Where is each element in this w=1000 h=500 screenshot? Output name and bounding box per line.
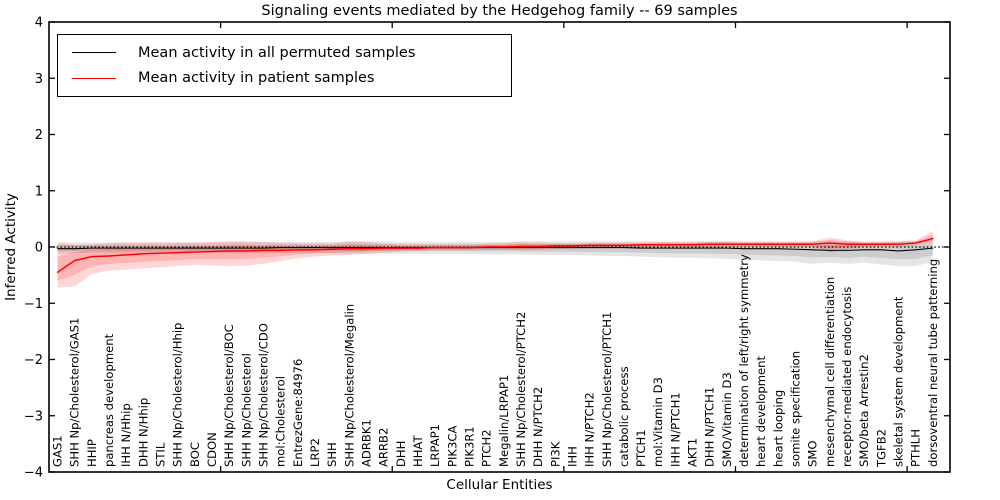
x-category-label: mol:Vitamin D3 xyxy=(651,377,665,467)
x-category-label: DHH N/PTCH1 xyxy=(703,387,717,467)
x-category-label: Megalin/LRPAP1 xyxy=(497,375,511,467)
x-category-label: AKT1 xyxy=(686,438,700,467)
x-category-label: somite specification xyxy=(789,351,803,467)
x-category-label: LRPAP1 xyxy=(428,424,442,467)
y-tick-label: −3 xyxy=(24,409,43,424)
x-category-label: SMO/Vitamin D3 xyxy=(720,372,734,467)
y-tick-label: −2 xyxy=(24,353,43,368)
x-category-label: SMO/beta Arrestin2 xyxy=(857,354,871,467)
x-category-label: SHH Np/Cholesterol/PTCH2 xyxy=(514,312,528,467)
y-tick-label: 3 xyxy=(35,72,43,87)
x-category-label: SHH Np/Cholesterol/BOC xyxy=(222,324,236,467)
permuted-line-swatch xyxy=(72,52,116,54)
y-tick-label: −4 xyxy=(24,466,43,481)
y-tick-label: 1 xyxy=(35,184,43,199)
x-category-label: SHH Np/Cholesterol/Hhip xyxy=(171,323,185,467)
chart-title: Signaling events mediated by the Hedgeho… xyxy=(261,3,738,19)
patient-band-inner xyxy=(57,234,933,281)
x-category-label: BOC xyxy=(188,442,202,467)
x-category-label: receptor-mediated endocytosis xyxy=(840,287,854,467)
x-category-label: mesenchymal cell differentiation xyxy=(823,277,837,467)
x-category-label: SHH Np/Cholesterol/GAS1 xyxy=(68,318,82,467)
legend-item-permuted: Mean activity in all permuted samples xyxy=(72,41,511,65)
x-category-label: PIK3CA xyxy=(445,426,459,467)
x-category-label: STIL xyxy=(154,442,168,467)
patient-band-outer xyxy=(57,231,933,288)
x-category-label: DHH N/PTCH2 xyxy=(531,387,545,467)
x-category-label: LRP2 xyxy=(308,438,322,467)
y-tick-label: 2 xyxy=(35,128,43,143)
x-category-label: SHH xyxy=(325,442,339,467)
x-category-label: PTCH2 xyxy=(480,429,494,467)
x-category-label: PTCH1 xyxy=(634,429,648,467)
x-category-label: GAS1 xyxy=(51,435,65,467)
legend-label-patient: Mean activity in patient samples xyxy=(138,70,375,87)
x-category-label: IHH xyxy=(565,446,579,467)
x-category-label: determination of left/right symmetry xyxy=(737,254,751,467)
x-category-label: CDON xyxy=(205,432,219,467)
legend: Mean activity in all permuted samples Me… xyxy=(57,34,512,97)
x-category-label: DHH xyxy=(394,441,408,467)
y-tick-label: −1 xyxy=(24,297,43,312)
x-category-label: HHIP xyxy=(85,439,99,467)
x-category-label: heart looping xyxy=(771,390,785,467)
patient-line-swatch xyxy=(72,77,116,79)
legend-item-patient: Mean activity in patient samples xyxy=(72,66,511,90)
x-category-label: IHH N/PTCH1 xyxy=(668,392,682,467)
x-category-label: mol:Cholesterol xyxy=(274,376,288,467)
y-tick-label: 4 xyxy=(35,16,43,31)
x-category-label: SHH Np/Cholesterol/CDO xyxy=(257,323,271,467)
permuted-band-outer xyxy=(57,239,933,267)
y-tick-label: 0 xyxy=(35,241,43,256)
x-category-label: PTHLH xyxy=(909,429,923,467)
x-category-label: IHH N/Hhip xyxy=(119,403,133,467)
patient-mean-line xyxy=(56,237,934,274)
x-category-label: PI3K xyxy=(548,441,562,467)
x-category-label: DHH N/Hhip xyxy=(136,398,150,467)
x-category-label: HHAT xyxy=(411,435,425,467)
x-category-label: skeletal system development xyxy=(892,296,906,467)
x-category-label: ARRB2 xyxy=(377,428,391,467)
legend-label-permuted: Mean activity in all permuted samples xyxy=(138,44,416,61)
x-category-label: SMO xyxy=(806,441,820,468)
x-category-label: SHH Np/Cholesterol/PTCH1 xyxy=(600,312,614,467)
x-category-label: catabolic process xyxy=(617,366,631,467)
x-category-label: ADRBK1 xyxy=(359,419,373,467)
x-category-label: SHH Np/Cholesterol/Megalin xyxy=(342,304,356,467)
x-category-label: TGFB2 xyxy=(874,429,888,468)
x-category-label: pancreas development xyxy=(102,333,116,467)
x-category-label: IHH N/PTCH2 xyxy=(583,392,597,467)
x-category-label: EntrezGene:84976 xyxy=(291,359,305,467)
x-category-label: heart development xyxy=(754,355,768,467)
x-category-label: dorsoventral neural tube patterning xyxy=(926,259,940,467)
x-axis-label: Cellular Entities xyxy=(446,477,553,493)
x-category-label: PIK3R1 xyxy=(462,426,476,467)
x-category-label: SHH Np/Cholesterol xyxy=(239,353,253,467)
